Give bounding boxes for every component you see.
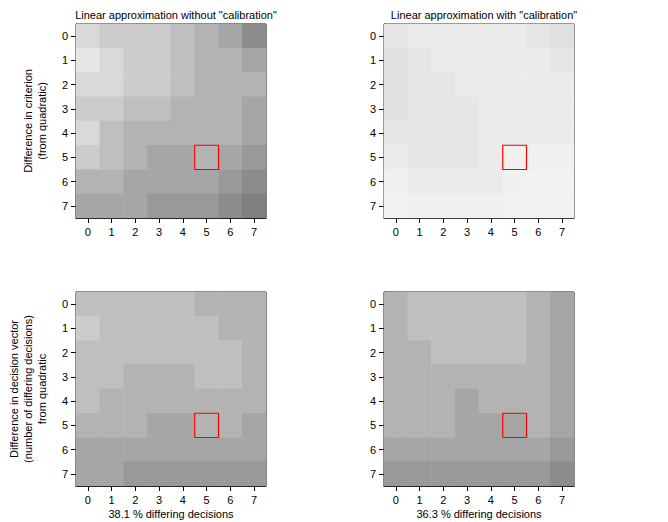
svg-text:5: 5 <box>204 226 210 238</box>
svg-text:1: 1 <box>62 322 68 334</box>
svg-text:(from quadratic): (from quadratic) <box>36 82 48 160</box>
svg-text:0: 0 <box>370 298 376 310</box>
svg-text:7: 7 <box>251 226 257 238</box>
svg-text:36.3 % differing decisions: 36.3 % differing decisions <box>416 508 542 520</box>
svg-text:6: 6 <box>62 444 68 456</box>
svg-text:1: 1 <box>62 54 68 66</box>
svg-text:1: 1 <box>370 322 376 334</box>
svg-text:4: 4 <box>370 395 376 407</box>
svg-text:38.1 % differing decisions: 38.1 % differing decisions <box>108 508 234 520</box>
svg-text:2: 2 <box>62 79 68 91</box>
svg-text:4: 4 <box>370 127 376 139</box>
svg-text:6: 6 <box>62 176 68 188</box>
svg-text:Linear approximation without ": Linear approximation without "calibratio… <box>75 9 277 21</box>
svg-text:5: 5 <box>512 226 518 238</box>
svg-text:0: 0 <box>85 226 91 238</box>
svg-text:4: 4 <box>62 127 68 139</box>
svg-text:4: 4 <box>62 395 68 407</box>
svg-text:5: 5 <box>62 151 68 163</box>
svg-text:from quadratic: from quadratic <box>36 353 48 424</box>
svg-text:2: 2 <box>132 226 138 238</box>
svg-text:0: 0 <box>393 494 399 506</box>
svg-text:3: 3 <box>464 494 470 506</box>
svg-text:5: 5 <box>62 419 68 431</box>
svg-text:3: 3 <box>62 371 68 383</box>
svg-text:6: 6 <box>370 176 376 188</box>
svg-text:4: 4 <box>488 226 494 238</box>
svg-text:0: 0 <box>62 298 68 310</box>
svg-text:0: 0 <box>370 30 376 42</box>
svg-text:3: 3 <box>62 103 68 115</box>
svg-text:1: 1 <box>109 226 115 238</box>
svg-text:3: 3 <box>370 103 376 115</box>
svg-text:6: 6 <box>227 494 233 506</box>
svg-text:Linear approximation with "cal: Linear approximation with "calibration" <box>391 9 577 21</box>
svg-text:7: 7 <box>370 200 376 212</box>
svg-text:4: 4 <box>180 494 186 506</box>
svg-text:1: 1 <box>417 494 423 506</box>
svg-text:2: 2 <box>440 494 446 506</box>
svg-text:4: 4 <box>488 494 494 506</box>
svg-text:2: 2 <box>62 347 68 359</box>
svg-text:1: 1 <box>109 494 115 506</box>
svg-text:7: 7 <box>62 468 68 480</box>
svg-text:5: 5 <box>512 494 518 506</box>
svg-text:2: 2 <box>370 79 376 91</box>
svg-text:3: 3 <box>156 494 162 506</box>
svg-text:6: 6 <box>227 226 233 238</box>
svg-text:6: 6 <box>370 444 376 456</box>
svg-text:3: 3 <box>464 226 470 238</box>
svg-text:5: 5 <box>204 494 210 506</box>
svg-text:2: 2 <box>132 494 138 506</box>
svg-text:7: 7 <box>62 200 68 212</box>
svg-text:5: 5 <box>370 419 376 431</box>
svg-text:2: 2 <box>370 347 376 359</box>
svg-text:Difference in criterion: Difference in criterion <box>22 69 34 173</box>
svg-text:7: 7 <box>559 494 565 506</box>
svg-text:2: 2 <box>440 226 446 238</box>
svg-text:Difference in decision vector: Difference in decision vector <box>8 320 20 458</box>
svg-text:1: 1 <box>417 226 423 238</box>
svg-text:0: 0 <box>62 30 68 42</box>
svg-text:1: 1 <box>370 54 376 66</box>
svg-text:4: 4 <box>180 226 186 238</box>
svg-text:5: 5 <box>370 151 376 163</box>
svg-text:3: 3 <box>370 371 376 383</box>
svg-text:0: 0 <box>85 494 91 506</box>
svg-text:6: 6 <box>535 226 541 238</box>
svg-text:7: 7 <box>370 468 376 480</box>
svg-text:7: 7 <box>559 226 565 238</box>
svg-text:3: 3 <box>156 226 162 238</box>
svg-text:(number of differing decisions: (number of differing decisions) <box>22 315 34 463</box>
svg-text:6: 6 <box>535 494 541 506</box>
svg-text:0: 0 <box>393 226 399 238</box>
svg-text:7: 7 <box>251 494 257 506</box>
